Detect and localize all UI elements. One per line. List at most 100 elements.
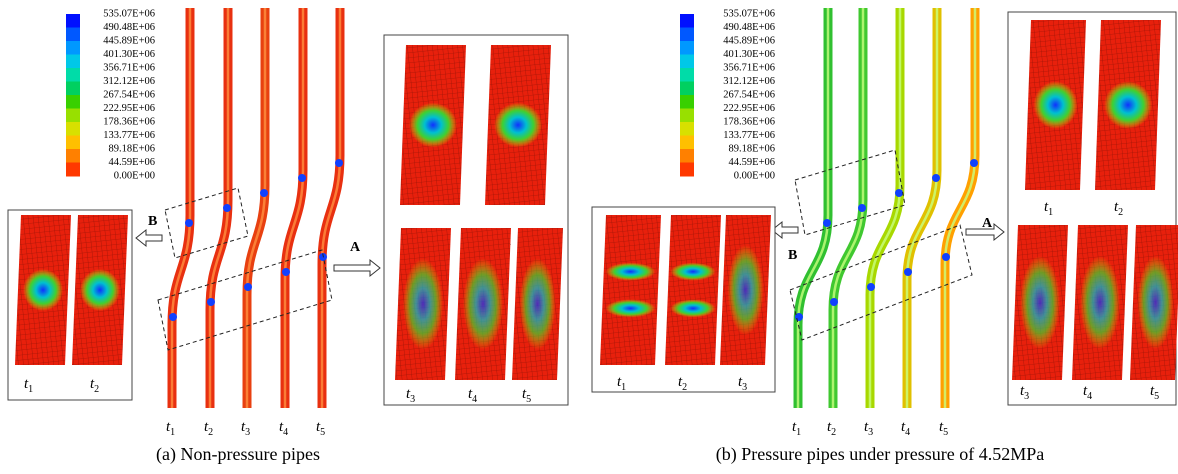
- t-label: t3: [738, 374, 747, 393]
- colorbar-band: [680, 14, 694, 28]
- t-sub: 1: [796, 427, 801, 438]
- stress-spot: [970, 159, 978, 167]
- legend-label: 133.77E+06: [103, 130, 155, 141]
- colorbar-band: [680, 162, 694, 177]
- legend-label: 445.89E+06: [723, 35, 775, 46]
- t-base: t: [24, 376, 29, 392]
- legend-label: 178.36E+06: [723, 116, 775, 127]
- colorbar-band: [66, 122, 80, 136]
- legend-label: 89.18E+06: [729, 143, 775, 154]
- t-label: t4: [1083, 383, 1092, 402]
- legend-label: 222.95E+06: [103, 103, 155, 114]
- t-base: t: [241, 419, 246, 435]
- t-sub: 4: [283, 427, 288, 438]
- t-sub: 2: [94, 384, 99, 395]
- colorbar-band: [66, 81, 80, 96]
- t-label: t5: [316, 419, 325, 438]
- zoom-region: [794, 149, 906, 236]
- legend-label: 401.30E+06: [723, 49, 775, 60]
- legend-label: 312.12E+06: [103, 76, 155, 87]
- t-label: t4: [901, 419, 910, 438]
- zoom-region: [164, 187, 249, 259]
- legend-label: 44.59E+06: [109, 157, 155, 168]
- t-label: t1: [792, 419, 801, 438]
- t-sub: 2: [682, 382, 687, 393]
- damage-zone: [463, 258, 503, 350]
- colorbar-band: [680, 54, 694, 69]
- t-sub: 5: [526, 394, 531, 405]
- t-label: t1: [24, 376, 33, 395]
- t-sub: 1: [28, 384, 33, 395]
- caption: (a) Non-pressure pipes: [156, 444, 320, 465]
- zoom-label: A: [982, 216, 993, 231]
- t-base: t: [204, 419, 209, 435]
- zoom-region: [789, 224, 973, 341]
- colorbar-band: [66, 135, 80, 150]
- t-label: t3: [864, 419, 873, 438]
- stress-spot: [932, 174, 940, 182]
- pipe-segment: [600, 215, 661, 365]
- colorbar-band: [66, 54, 80, 69]
- pipe-segment: [665, 215, 721, 365]
- t-sub: 3: [1024, 391, 1029, 402]
- damage-zone: [519, 258, 556, 350]
- zoom-arrow: [965, 222, 1005, 242]
- t-base: t: [279, 419, 284, 435]
- damage-zone: [670, 262, 716, 281]
- pipe: [280, 8, 308, 408]
- t-base: t: [90, 376, 95, 392]
- colorbar-band: [680, 27, 694, 42]
- t-label: t5: [1150, 383, 1159, 402]
- legend-label: 490.48E+06: [103, 22, 155, 33]
- damage-zone: [1104, 81, 1152, 129]
- t-sub: 3: [410, 394, 415, 405]
- t-label: t3: [406, 386, 415, 405]
- t-sub: 2: [1118, 207, 1123, 218]
- damage-zone: [1020, 256, 1060, 349]
- legend-label: 0.00E+00: [734, 170, 775, 181]
- legend-label: 222.95E+06: [723, 103, 775, 114]
- t-base: t: [864, 419, 869, 435]
- legend-label: 267.54E+06: [103, 89, 155, 100]
- zoom-label: B: [788, 248, 797, 263]
- legend-label: 133.77E+06: [723, 130, 775, 141]
- damage-zone: [403, 258, 443, 350]
- zoom-label: B: [148, 214, 157, 229]
- stress-spot: [244, 283, 252, 291]
- colorbar-band: [66, 41, 80, 55]
- colorbar-band: [680, 81, 694, 96]
- legend-label: 356.71E+06: [723, 62, 775, 73]
- legend-label: 89.18E+06: [109, 143, 155, 154]
- t-label: t4: [279, 419, 288, 438]
- t-sub: 1: [1048, 207, 1053, 218]
- stress-spot: [169, 313, 177, 321]
- legend-label: 267.54E+06: [723, 89, 775, 100]
- t-base: t: [468, 386, 473, 402]
- t-label: t1: [166, 419, 175, 438]
- damage-zone: [409, 102, 457, 148]
- legend-label: 178.36E+06: [103, 116, 155, 127]
- colorbar-band: [66, 108, 80, 123]
- colorbar-band: [680, 68, 694, 82]
- t-sub: 5: [943, 427, 948, 438]
- stress-spot: [298, 174, 306, 182]
- damage-zone: [1137, 256, 1174, 349]
- pipe: [902, 8, 942, 408]
- damage-zone: [605, 262, 656, 281]
- t-base: t: [901, 419, 906, 435]
- stress-spot: [185, 219, 193, 227]
- colorbar-band: [680, 108, 694, 123]
- damage-zone: [1080, 256, 1120, 349]
- legend-label: 401.30E+06: [103, 49, 155, 60]
- t-sub: 4: [472, 394, 477, 405]
- zoom-arrow: [135, 228, 163, 248]
- pipe: [793, 8, 833, 408]
- t-label: t2: [1114, 199, 1123, 218]
- damage-zone: [605, 299, 656, 318]
- t-base: t: [522, 386, 527, 402]
- colorbar-band: [680, 149, 694, 163]
- t-base: t: [1044, 199, 1049, 215]
- colorbar-band: [66, 27, 80, 42]
- stress-spot: [260, 189, 268, 197]
- legend-label: 312.12E+06: [723, 76, 775, 87]
